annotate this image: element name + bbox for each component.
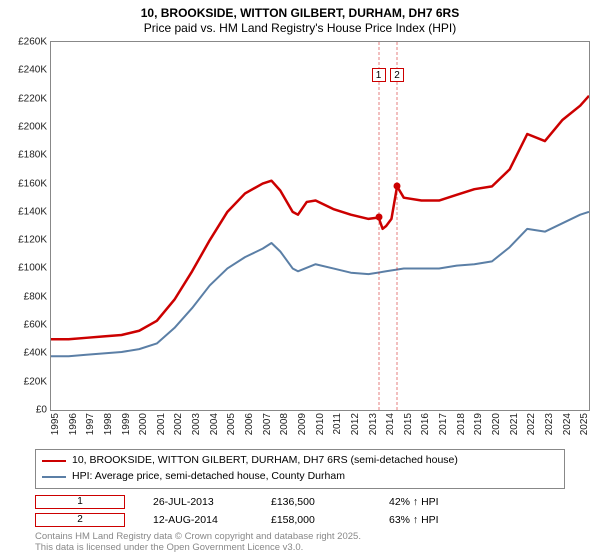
sale-marker-1: 1 — [35, 495, 125, 509]
title-line-2: Price paid vs. HM Land Registry's House … — [10, 21, 590, 35]
sale-dot — [394, 183, 401, 190]
x-tick-label: 2024 — [562, 413, 573, 435]
x-tick-label: 2017 — [438, 413, 449, 435]
sales-table: 1 26-JUL-2013 £136,500 42% ↑ HPI 2 12-AU… — [35, 495, 565, 527]
legend-swatch-hpi — [42, 476, 66, 478]
x-tick-label: 2019 — [473, 413, 484, 435]
attribution-text: Contains HM Land Registry data © Crown c… — [35, 531, 565, 555]
x-tick-label: 2023 — [544, 413, 555, 435]
y-tick-label: £260K — [18, 37, 47, 48]
chart-title-block: 10, BROOKSIDE, WITTON GILBERT, DURHAM, D… — [0, 0, 600, 37]
x-tick-label: 2004 — [209, 413, 220, 435]
x-tick-label: 1997 — [85, 413, 96, 435]
x-tick-label: 2020 — [491, 413, 502, 435]
x-tick-label: 2005 — [226, 413, 237, 435]
sale-vline — [397, 42, 398, 410]
sale-row-1: 1 26-JUL-2013 £136,500 42% ↑ HPI — [35, 495, 565, 509]
y-tick-label: £20K — [24, 376, 47, 387]
sale-delta-1: 42% ↑ HPI — [389, 496, 479, 508]
x-tick-label: 2002 — [173, 413, 184, 435]
x-tick-label: 2021 — [509, 413, 520, 435]
sale-price-1: £136,500 — [271, 496, 361, 508]
x-axis: 1995 1996 1997 1998 1999 2000 2001 2002 2003 2004… — [50, 411, 590, 449]
x-tick-label: 2012 — [350, 413, 361, 435]
x-tick-label: 2006 — [244, 413, 255, 435]
legend-label-price: 10, BROOKSIDE, WITTON GILBERT, DURHAM, D… — [72, 453, 458, 469]
y-tick-label: £60K — [24, 320, 47, 331]
y-tick-label: £240K — [18, 65, 47, 76]
sale-delta-2: 63% ↑ HPI — [389, 514, 479, 526]
sale-marker-box: 1 — [372, 68, 386, 82]
x-tick-label: 1995 — [50, 413, 61, 435]
x-tick-label: 2013 — [368, 413, 379, 435]
x-tick-label: 2009 — [297, 413, 308, 435]
y-tick-label: £40K — [24, 348, 47, 359]
y-tick-label: £80K — [24, 291, 47, 302]
y-tick-label: £200K — [18, 121, 47, 132]
sale-vline — [378, 42, 379, 410]
series-hpi — [51, 212, 589, 356]
x-tick-label: 2022 — [526, 413, 537, 435]
chart-plot-area: 12 £0£20K£40K£60K£80K£100K£120K£140K£160… — [50, 41, 590, 411]
sale-price-2: £158,000 — [271, 514, 361, 526]
legend-box: 10, BROOKSIDE, WITTON GILBERT, DURHAM, D… — [35, 449, 565, 489]
x-tick-label: 2011 — [332, 413, 343, 435]
legend-swatch-price — [42, 460, 66, 462]
x-tick-label: 2014 — [385, 413, 396, 435]
sale-date-2: 12-AUG-2014 — [153, 514, 243, 526]
y-tick-label: £100K — [18, 263, 47, 274]
attribution-line-1: Contains HM Land Registry data © Crown c… — [35, 531, 565, 543]
x-tick-label: 2018 — [456, 413, 467, 435]
sale-marker-2: 2 — [35, 513, 125, 527]
x-tick-label: 2016 — [420, 413, 431, 435]
x-tick-label: 1999 — [121, 413, 132, 435]
x-tick-label: 2015 — [403, 413, 414, 435]
y-tick-label: £120K — [18, 235, 47, 246]
y-tick-label: £140K — [18, 206, 47, 217]
title-line-1: 10, BROOKSIDE, WITTON GILBERT, DURHAM, D… — [10, 6, 590, 20]
x-tick-label: 2025 — [579, 413, 590, 435]
legend-item-hpi: HPI: Average price, semi-detached house,… — [42, 469, 558, 485]
x-tick-label: 2000 — [138, 413, 149, 435]
x-tick-label: 2003 — [191, 413, 202, 435]
sale-row-2: 2 12-AUG-2014 £158,000 63% ↑ HPI — [35, 513, 565, 527]
y-tick-label: £220K — [18, 93, 47, 104]
x-tick-label: 2010 — [315, 413, 326, 435]
sale-date-1: 26-JUL-2013 — [153, 496, 243, 508]
sale-marker-box: 2 — [390, 68, 404, 82]
series-price-paid — [51, 96, 589, 339]
x-tick-label: 1998 — [103, 413, 114, 435]
x-tick-label: 2001 — [156, 413, 167, 435]
x-tick-label: 2008 — [279, 413, 290, 435]
line-chart-svg — [51, 42, 589, 410]
sale-dot — [375, 213, 382, 220]
legend-label-hpi: HPI: Average price, semi-detached house,… — [72, 469, 345, 485]
plot-surface: 12 — [51, 42, 589, 410]
attribution-line-2: This data is licensed under the Open Gov… — [35, 542, 565, 554]
y-tick-label: £180K — [18, 150, 47, 161]
y-tick-label: £0 — [36, 405, 47, 416]
x-tick-label: 2007 — [262, 413, 273, 435]
x-tick-label: 1996 — [68, 413, 79, 435]
legend-item-price: 10, BROOKSIDE, WITTON GILBERT, DURHAM, D… — [42, 453, 558, 469]
y-tick-label: £160K — [18, 178, 47, 189]
